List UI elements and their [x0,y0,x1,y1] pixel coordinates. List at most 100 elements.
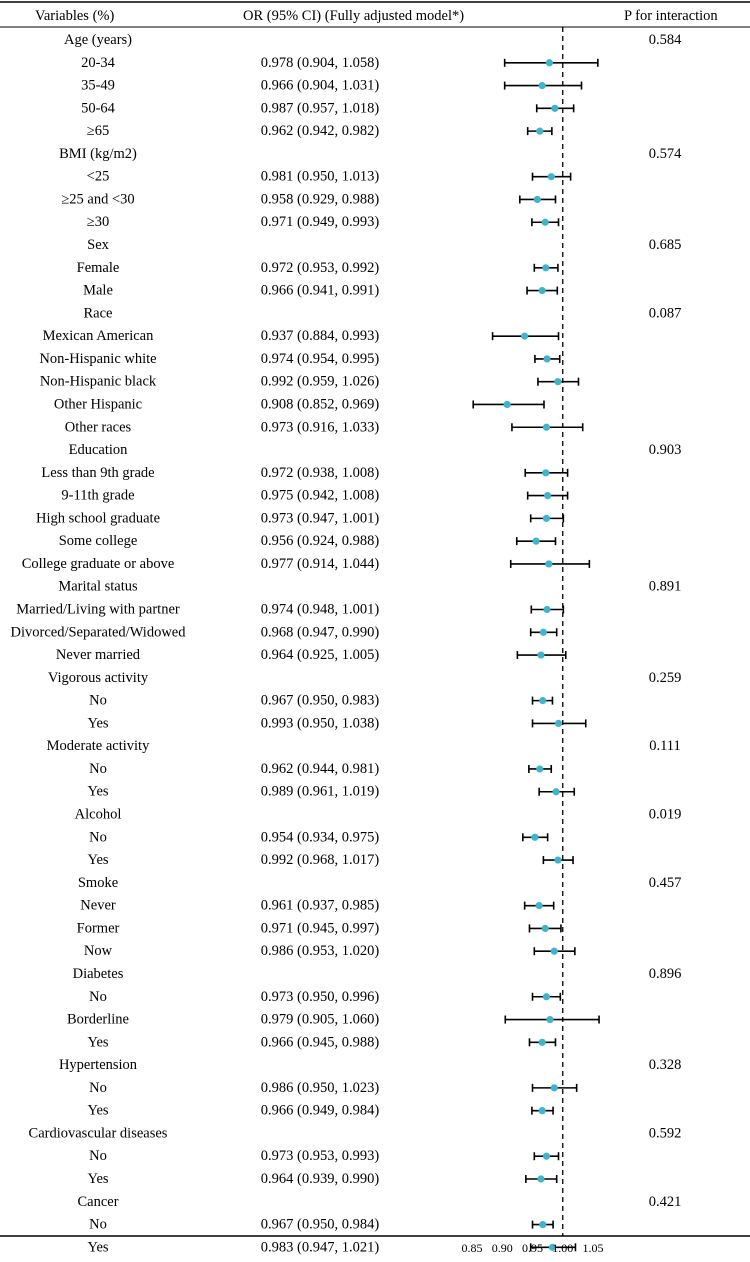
or-point [521,332,529,340]
or-point [536,765,544,773]
or-point [539,697,547,705]
subgroup-label: Borderline [67,1012,129,1028]
subgroup-label: Mexican American [43,328,154,344]
subgroup-label: ≥30 [87,214,109,230]
or-point [543,355,551,363]
or-point [554,378,562,386]
or-ci-text: 0.977 (0.914, 1.044) [261,556,380,572]
or-point [539,628,547,636]
or-ci-text: 0.986 (0.950, 1.023) [261,1080,380,1096]
subgroup-label: Yes [87,1239,108,1255]
or-ci-text: 0.968 (0.947, 0.990) [261,624,380,640]
group-row: Hypertension 0.328 [59,1057,681,1073]
group-label: Moderate activity [47,738,150,754]
or-point [538,1107,546,1115]
subgroup-label: 20-34 [81,55,116,71]
group-label: Vigorous activity [48,670,149,686]
or-point [545,560,553,568]
subgroup-row: ≥30 0.971 (0.949, 0.993) [87,214,560,230]
or-ci-text: 0.967 (0.950, 0.983) [261,693,380,709]
p-interaction-value: 0.421 [649,1194,682,1210]
group-label: Education [69,442,129,458]
subgroup-row: 35-49 0.966 (0.904, 1.031) [81,78,583,94]
or-point [542,993,551,1001]
subgroup-row: No 0.967 (0.950, 0.984) [89,1217,554,1233]
group-row: BMI (kg/m2) 0.574 [59,146,682,162]
or-point [541,218,549,226]
subgroup-label: High school graduate [36,510,160,526]
subgroup-label: No [89,1080,107,1096]
subgroup-row: No 0.986 (0.950, 1.023) [89,1080,578,1096]
subgroup-row: Other races 0.973 (0.916, 1.033) [65,419,584,435]
subgroup-label: Some college [59,533,138,549]
subgroup-row: ≥25 and <30 0.958 (0.929, 0.988) [61,191,557,207]
or-ci-text: 0.972 (0.953, 0.992) [261,260,380,276]
p-interaction-value: 0.457 [649,875,682,891]
or-ci-text: 0.983 (0.947, 1.021) [261,1239,380,1255]
or-ci-text: 0.937 (0.884, 0.993) [261,328,380,344]
group-row: Alcohol 0.019 [75,807,682,823]
subgroup-row: 50-64 0.987 (0.957, 1.018) [81,100,575,116]
subgroup-label: Never [80,898,116,914]
subgroup-label: No [89,989,107,1005]
or-ci-text: 0.974 (0.954, 0.995) [261,351,380,367]
subgroup-row: Yes 0.992 (0.968, 1.017) [87,852,574,868]
p-interaction-value: 0.584 [649,32,682,48]
subgroup-label: 9-11th grade [61,488,134,504]
subgroup-row: <25 0.981 (0.950, 1.013) [87,169,572,185]
subgroup-label: Former [77,920,120,936]
or-ci-text: 0.966 (0.941, 0.991) [261,283,380,299]
subgroup-label: No [89,1148,107,1164]
subgroup-label: Yes [87,1103,108,1119]
or-ci-text: 0.971 (0.949, 0.993) [261,214,380,230]
or-point [538,1038,546,1046]
subgroup-label: Female [77,260,120,276]
subgroup-row: Non-Hispanic black 0.992 (0.959, 1.026) [40,374,580,390]
subgroup-label: Less than 9th grade [41,465,154,481]
subgroup-label: Yes [87,852,108,868]
subgroup-label: 35-49 [81,78,115,94]
or-ci-text: 0.964 (0.939, 0.990) [261,1171,380,1187]
or-ci-text: 0.986 (0.953, 1.020) [261,943,380,959]
x-tick-label: 0.95 [522,1241,543,1255]
or-point [542,514,551,522]
subgroup-row: College graduate or above 0.977 (0.914, 1… [22,556,591,572]
or-ci-text: 0.958 (0.929, 0.988) [261,191,380,207]
header-variables: Variables (%) [35,8,114,24]
or-ci-text: 0.971 (0.945, 0.997) [261,920,380,936]
or-ci-text: 0.973 (0.916, 1.033) [261,419,380,435]
group-label: Cancer [77,1194,118,1210]
subgroup-row: Other Hispanic 0.908 (0.852, 0.969) [54,396,545,412]
subgroup-row: Mexican American 0.937 (0.884, 0.993) [43,328,560,344]
or-ci-text: 0.992 (0.968, 1.017) [261,852,380,868]
group-label: Hypertension [59,1057,138,1073]
subgroup-label: No [89,761,107,777]
subgroup-label: ≥25 and <30 [61,191,134,207]
subgroup-label: Other races [65,419,132,435]
or-ci-text: 0.993 (0.950, 1.038) [261,715,380,731]
subgroup-label: 50-64 [81,100,116,116]
group-label: Smoke [78,875,118,891]
subgroup-row: Former 0.971 (0.945, 0.997) [77,920,562,936]
x-tick-label: 0.90 [492,1241,513,1255]
rows-layer: Age (years) 0.584 20-34 0.978 (0.904, 1.058… [11,32,683,1255]
or-ci-text: 0.973 (0.950, 0.996) [261,989,380,1005]
subgroup-row: No 0.973 (0.950, 0.996) [89,989,562,1005]
or-ci-text: 0.972 (0.938, 1.008) [261,465,380,481]
subgroup-row: Yes 0.983 (0.947, 1.021) [87,1239,577,1255]
subgroup-label: Divorced/Separated/Widowed [11,624,187,640]
subgroup-row: Less than 9th grade 0.972 (0.938, 1.008) [41,465,569,481]
p-interaction-value: 0.903 [649,442,682,458]
p-interaction-value: 0.574 [649,146,682,162]
or-ci-text: 0.992 (0.959, 1.026) [261,374,380,390]
or-ci-text: 0.962 (0.944, 0.981) [261,761,380,777]
subgroup-row: Non-Hispanic white 0.974 (0.954, 0.995) [39,351,561,367]
subgroup-label: No [89,1217,107,1233]
or-ci-text: 0.973 (0.947, 1.001) [261,510,380,526]
subgroup-row: Yes 0.966 (0.945, 0.988) [87,1034,557,1050]
or-point [542,469,550,477]
header-p: P for interaction [624,8,718,24]
group-label: Age (years) [64,32,132,48]
or-ci-text: 0.987 (0.957, 1.018) [261,100,380,116]
